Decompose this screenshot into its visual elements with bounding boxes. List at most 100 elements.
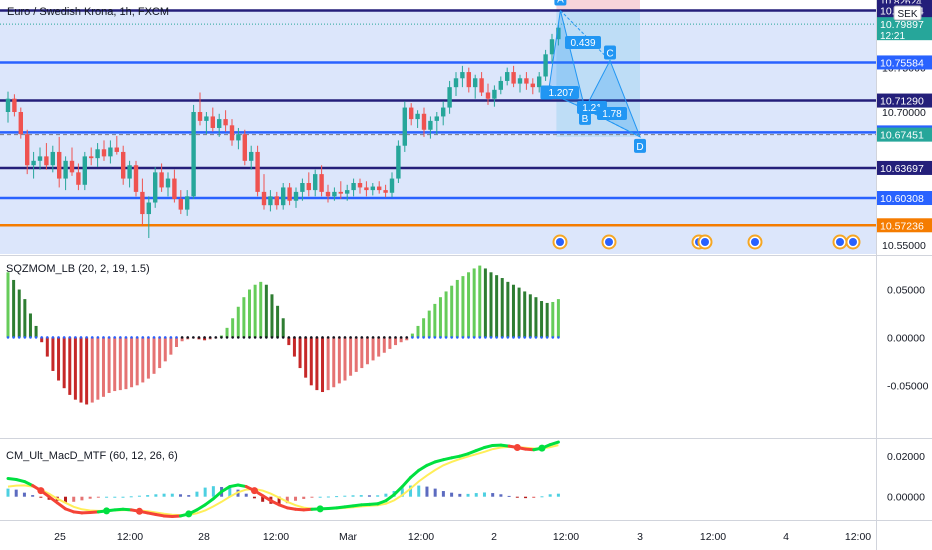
squeeze-dot	[360, 336, 364, 339]
time-axis-tick: 12:00	[408, 531, 434, 543]
squeeze-dot	[427, 336, 431, 339]
candle-body	[293, 191, 299, 201]
chart-title: Euro / Swedish Krona, 1h, FXCM	[7, 6, 169, 18]
economic-event-icon[interactable]	[601, 234, 617, 250]
macd-histogram-bar	[285, 496, 289, 504]
pattern-point-c[interactable]: C	[604, 45, 616, 60]
candle-body	[210, 116, 215, 128]
macd-pane[interactable]: 0.02000 0.00000	[6, 440, 926, 519]
price-level-badge[interactable]: 10.71290	[877, 93, 932, 108]
price-level-badge[interactable]: 10.75584	[877, 55, 932, 70]
squeeze-dot	[135, 336, 139, 339]
price-axis[interactable]: 10.5500010.7000010.7500010.8262410.81644…	[877, 0, 932, 252]
candle	[332, 187, 337, 201]
main-price-pane[interactable]: XABCD0.4391.2071.211.7810.5500010.700001…	[0, 0, 932, 254]
squeeze-dot	[517, 336, 521, 339]
price-level-badge-bg	[877, 218, 932, 233]
squeeze-dot	[192, 336, 195, 339]
candle-body	[517, 78, 523, 84]
pattern-point-d[interactable]: D	[634, 138, 646, 153]
candle	[127, 160, 132, 188]
pattern-ratio[interactable]: 1.78	[597, 107, 627, 120]
macd-cross-dot	[185, 510, 193, 518]
momentum-bar	[34, 325, 38, 338]
pattern-point-a[interactable]: A	[554, 0, 567, 5]
pattern-ratio[interactable]: 0.439	[565, 36, 601, 49]
macd-histogram-bar	[72, 496, 76, 502]
pattern-ratio-badge	[543, 86, 579, 99]
currency-badge[interactable]: SEK	[893, 5, 922, 21]
candle	[95, 143, 100, 168]
candle	[223, 110, 228, 132]
pattern-point-b[interactable]: B	[579, 110, 591, 125]
price-level-badge[interactable]: 10.57236	[877, 218, 932, 233]
momentum-bar	[365, 337, 369, 365]
macd-cross-dot	[37, 487, 45, 495]
candle	[191, 104, 196, 199]
squeeze-dot	[444, 336, 448, 339]
momentum-bar	[276, 305, 280, 338]
squeeze-dot	[439, 336, 442, 339]
economic-event-icon[interactable]	[697, 234, 713, 250]
momentum-bar	[349, 337, 353, 376]
squeeze-dot	[197, 336, 201, 339]
economic-event-icon[interactable]	[747, 234, 763, 250]
price-level-badge[interactable]: 10.63697	[877, 160, 932, 175]
candle	[396, 140, 401, 184]
economic-event-icon[interactable]	[832, 234, 848, 250]
pattern-ratio-label: 0.439	[570, 38, 595, 49]
macd-axis[interactable]: 0.02000 0.00000	[887, 451, 925, 504]
squeeze-dot	[163, 336, 167, 339]
candle-body	[402, 107, 407, 146]
time-axis[interactable]: 25 12:00 28 12:00 Mar 12:00 2 12:00 3 12:00 4 12:00	[54, 531, 871, 543]
pattern-point-badge	[634, 138, 646, 153]
candle-body	[63, 160, 68, 179]
squeeze-dot	[467, 336, 470, 339]
squeeze-momentum-pane[interactable]: 0.05000 0.00000 -0.05000	[6, 265, 929, 405]
candle-body	[537, 76, 542, 88]
macd-histogram-bar	[441, 491, 445, 497]
squeeze-dot	[79, 336, 83, 339]
price-level-badge-text: 10.67451	[880, 130, 924, 142]
squeeze-dot	[298, 336, 302, 339]
squeeze-dot	[236, 336, 240, 339]
risk-zone	[556, 0, 640, 11]
squeeze-dot	[433, 336, 437, 339]
economic-event-icon[interactable]	[552, 234, 568, 250]
candle	[146, 196, 151, 239]
candle-body	[543, 54, 548, 77]
event-icon-dot	[751, 238, 759, 246]
macd-histogram-bar	[170, 493, 174, 497]
candle-body	[498, 80, 503, 90]
candle	[229, 119, 235, 146]
momentum-bar	[399, 337, 403, 343]
momentum-bar	[304, 337, 308, 378]
pattern-ratio[interactable]: 1.207	[543, 86, 579, 99]
macd-histogram-bar	[417, 485, 421, 497]
economic-event-icon[interactable]	[845, 234, 861, 250]
momentum-bar	[523, 291, 527, 338]
candle-body	[204, 116, 209, 121]
momentum-bar	[326, 337, 330, 391]
candle	[364, 181, 369, 197]
macd-histogram-bar	[22, 492, 26, 497]
sqzmom-axis[interactable]: 0.05000 0.00000 -0.05000	[887, 285, 929, 393]
price-level-badge[interactable]: 10.60308	[877, 191, 932, 206]
candle	[300, 178, 305, 201]
event-icon-dot	[605, 238, 613, 246]
squeeze-dot	[450, 336, 453, 339]
price-level-badge[interactable]: 10.67451	[877, 127, 932, 142]
candle	[159, 163, 164, 192]
squeeze-dot	[309, 336, 313, 339]
pattern-ratio-badge	[597, 107, 627, 120]
macd-histogram-bar	[556, 493, 560, 497]
event-icon-dot	[836, 238, 844, 246]
candle	[114, 135, 119, 155]
macd-histogram-bar	[129, 496, 133, 498]
macd-line-segment	[409, 468, 421, 479]
candle	[351, 178, 356, 197]
macd-cross-dot	[513, 444, 521, 452]
momentum-bar	[315, 337, 319, 391]
